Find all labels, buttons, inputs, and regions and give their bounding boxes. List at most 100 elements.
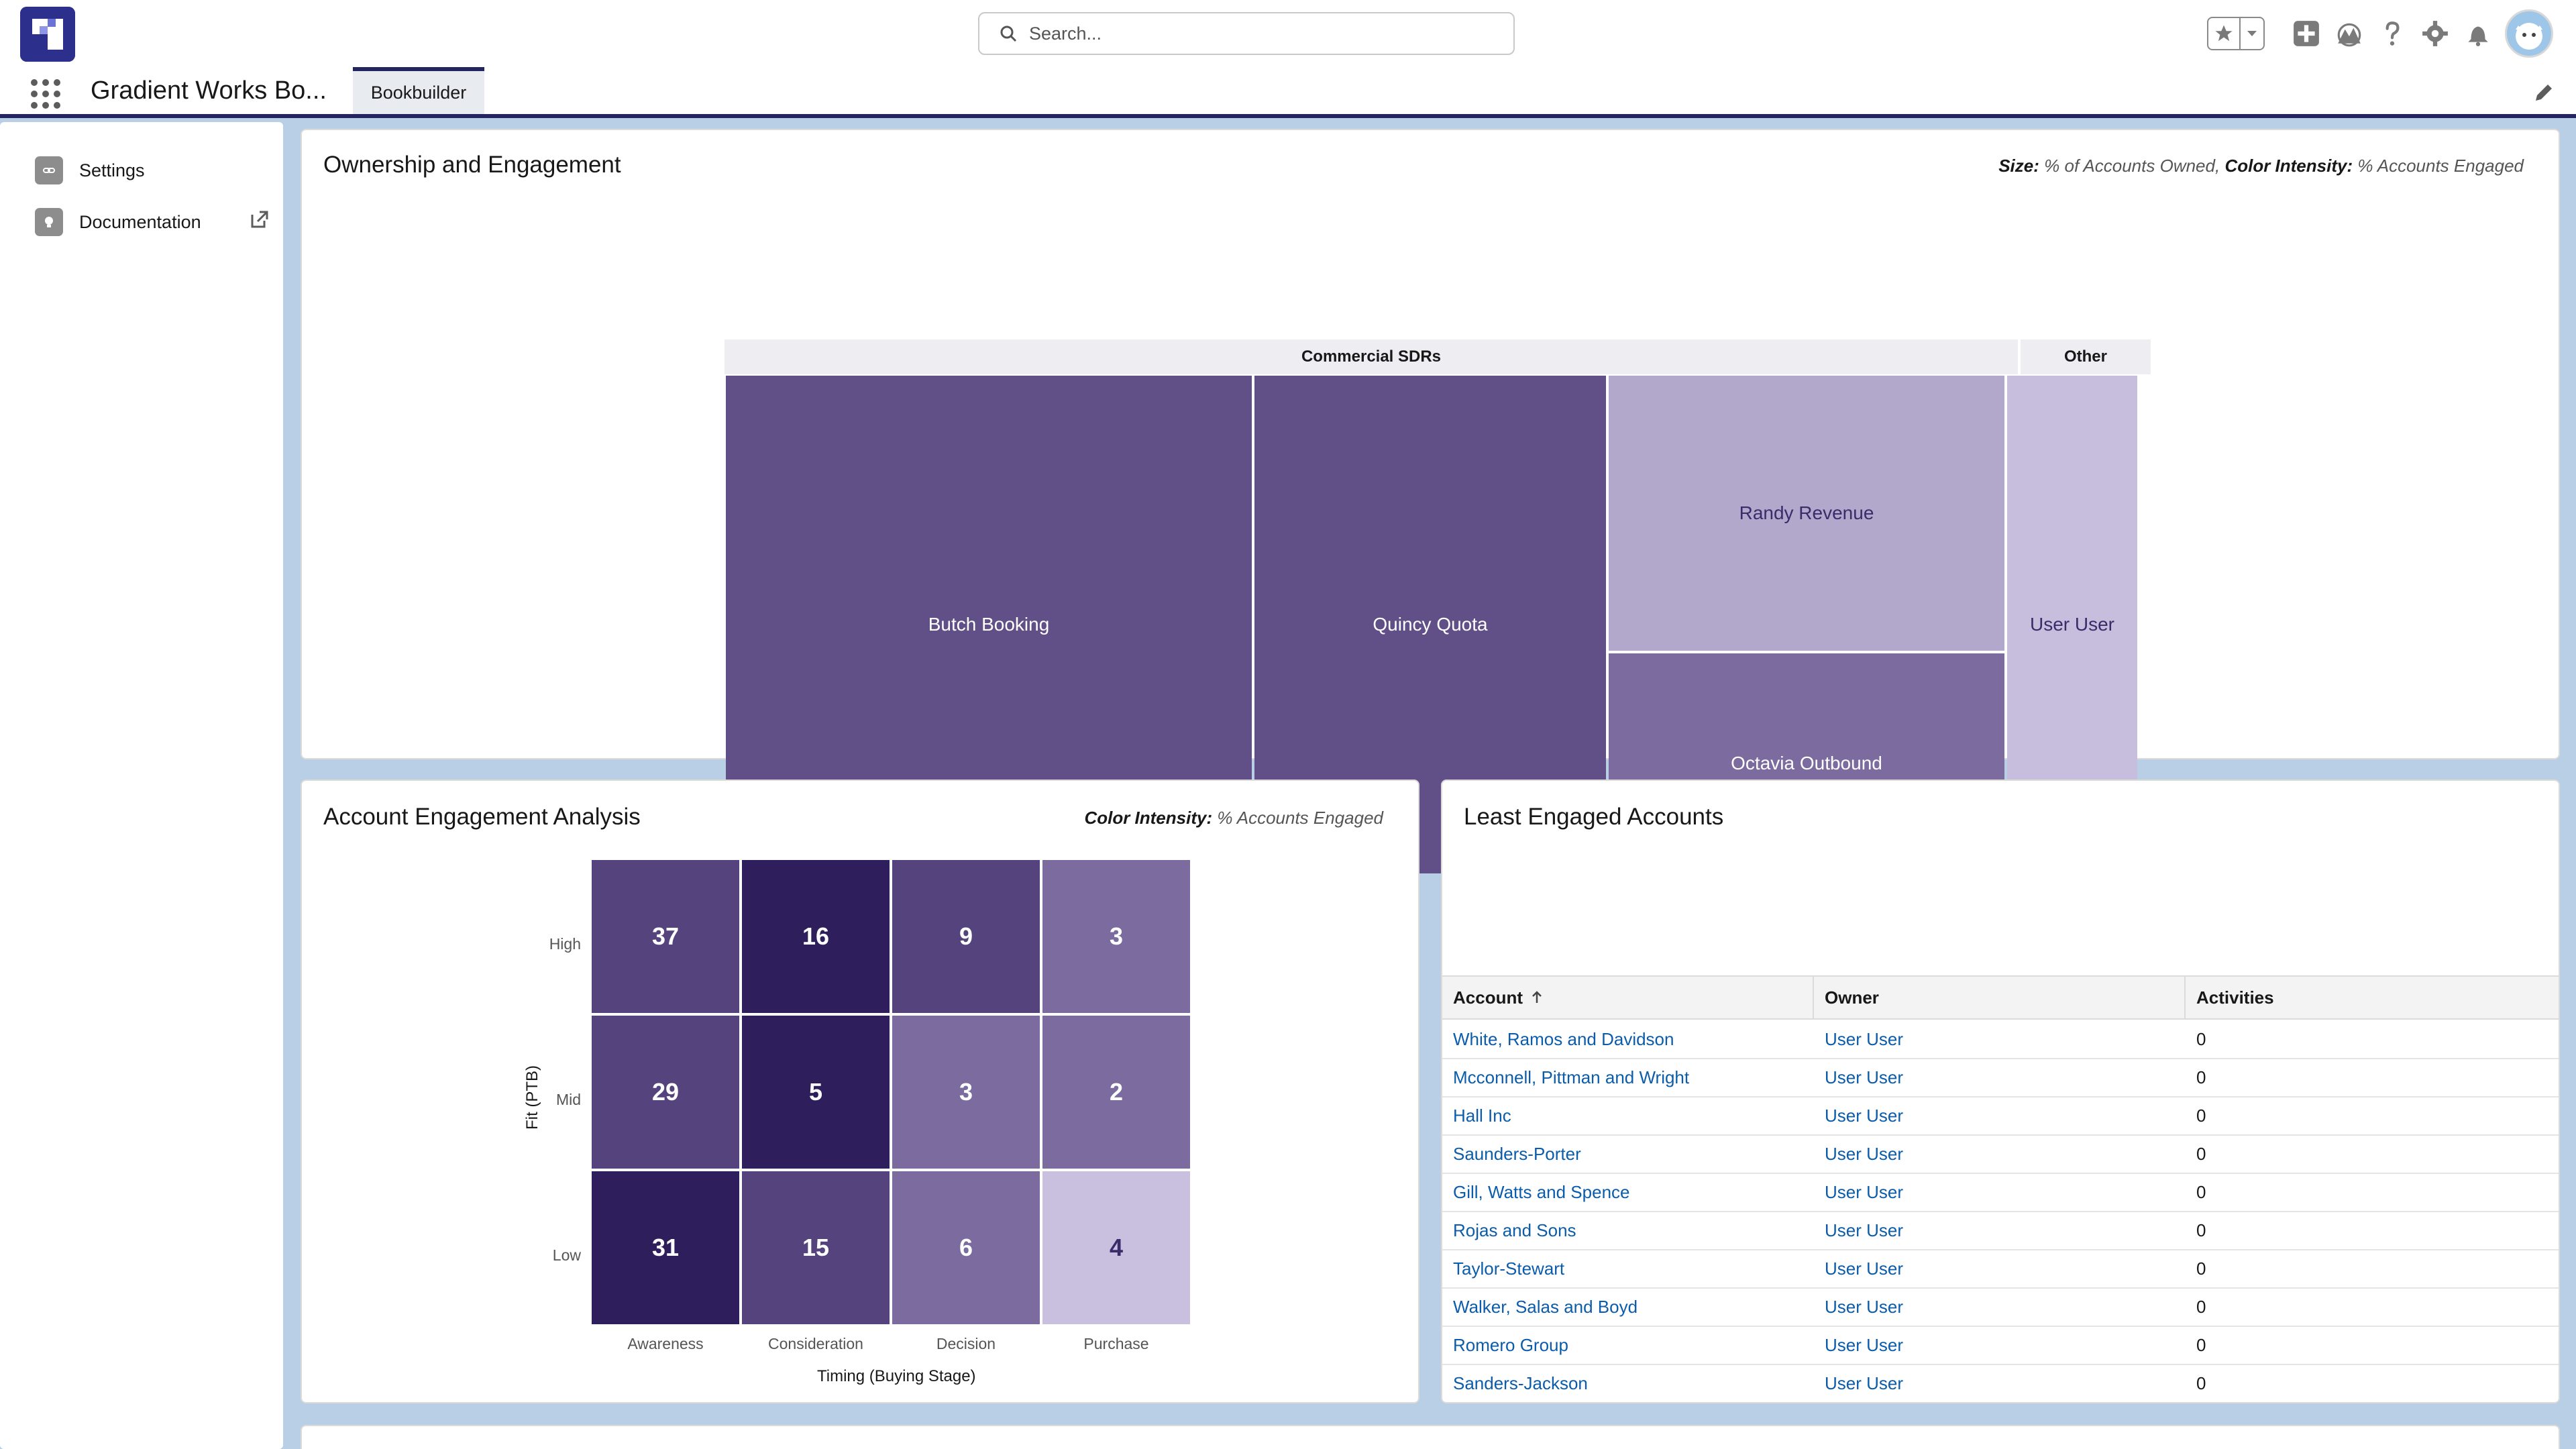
account-engagement-card: Account Engagement Analysis Color Intens… <box>301 780 1419 1403</box>
account-link[interactable]: Taylor-Stewart <box>1453 1258 1565 1279</box>
pencil-icon[interactable] <box>2532 82 2555 105</box>
card-title: Account Engagement Analysis <box>323 804 641 830</box>
note-size-val: % of Accounts Owned, <box>2044 156 2220 176</box>
chevron-down-icon[interactable] <box>2241 18 2263 49</box>
app-nav-bar: Gradient Works Bo... Bookbuilder <box>0 67 2576 118</box>
add-icon[interactable] <box>2285 12 2328 55</box>
least-engaged-card: Least Engaged Accounts Account Owner Act… <box>1441 780 2560 1403</box>
heatmap-row-label: Mid <box>555 1091 581 1108</box>
table-row: Hall Inc User User 0 <box>1442 1097 2559 1136</box>
table-header: Account Owner Activities <box>1442 975 2559 1020</box>
heatmap-cell[interactable]: 15 <box>742 1171 890 1324</box>
sidebar-item-settings[interactable]: Settings <box>35 154 145 186</box>
heatmap-cell[interactable]: 2 <box>1042 1016 1190 1169</box>
owner-link[interactable]: User User <box>1825 1067 1904 1087</box>
heatmap-cell[interactable]: 3 <box>1042 860 1190 1013</box>
activities-cell: 0 <box>2196 1373 2206 1393</box>
activities-cell: 0 <box>2196 1144 2206 1164</box>
heatmap-cell[interactable]: 29 <box>592 1016 739 1169</box>
account-link[interactable]: Mcconnell, Pittman and Wright <box>1453 1067 1690 1087</box>
heatmap-row-label: Low <box>552 1246 581 1264</box>
card-title: Least Engaged Accounts <box>1464 804 1724 830</box>
table-row: White, Ramos and Davidson User User 0 <box>1442 1021 2559 1059</box>
gear-icon[interactable] <box>2414 12 2457 55</box>
account-link[interactable]: Gill, Watts and Spence <box>1453 1182 1630 1202</box>
note-size-key: Size: <box>1998 156 2039 176</box>
heatmap-cell[interactable]: 16 <box>742 860 890 1013</box>
tab-bookbuilder[interactable]: Bookbuilder <box>353 67 484 114</box>
account-link[interactable]: Sanders-Jackson <box>1453 1373 1588 1393</box>
column-header-owner[interactable]: Owner <box>1814 977 2186 1018</box>
owner-link[interactable]: User User <box>1825 1029 1904 1049</box>
sidebar-item-documentation[interactable]: Documentation <box>35 206 201 238</box>
heatmap-cell[interactable]: 37 <box>592 860 739 1013</box>
account-link[interactable]: Hall Inc <box>1453 1106 1511 1126</box>
app-logo[interactable] <box>20 7 75 62</box>
ownership-engagement-card: Ownership and Engagement Size: % of Acco… <box>301 129 2560 873</box>
account-link[interactable]: White, Ramos and Davidson <box>1453 1029 1674 1049</box>
card-legend-note: Size: % of Accounts Owned, Color Intensi… <box>1998 156 2524 176</box>
owner-link[interactable]: User User <box>1825 1182 1904 1202</box>
app-launcher-icon[interactable] <box>31 79 60 109</box>
sidebar-item-label: Documentation <box>79 211 201 232</box>
note-color-val: % Accounts Engaged <box>1217 808 1383 828</box>
heatmap-cell[interactable]: 3 <box>892 1016 1040 1169</box>
owner-link[interactable]: User User <box>1825 1258 1904 1279</box>
search-input[interactable] <box>1029 23 1499 44</box>
bell-icon[interactable] <box>2457 12 2500 55</box>
header-utility-icons <box>2207 9 2553 58</box>
owner-link[interactable]: User User <box>1825 1106 1904 1126</box>
activities-cell: 0 <box>2196 1258 2206 1279</box>
heatmap-x-axis-label: Timing (Buying Stage) <box>817 1367 976 1385</box>
note-color-key: Color Intensity: <box>1084 808 1213 828</box>
card-legend-note: Color Intensity: % Accounts Engaged <box>1084 808 1383 828</box>
column-header-label: Account <box>1453 987 1523 1008</box>
table-row: Taylor-Stewart User User 0 <box>1442 1250 2559 1289</box>
search-icon <box>1000 25 1017 42</box>
account-link[interactable]: Rojas and Sons <box>1453 1220 1576 1240</box>
column-header-activities[interactable]: Activities <box>2186 977 2559 1018</box>
heatmap-cell[interactable]: 9 <box>892 860 1040 1013</box>
sidebar-item-label: Settings <box>79 160 145 180</box>
heatmap-row-label: High <box>549 935 581 953</box>
note-color-val: % Accounts Engaged <box>2357 156 2524 176</box>
activities-cell: 0 <box>2196 1067 2206 1087</box>
lightbulb-icon <box>35 208 63 236</box>
arrow-up-icon <box>1532 991 1542 1003</box>
owner-link[interactable]: User User <box>1825 1297 1904 1317</box>
card-title: Ownership and Engagement <box>323 152 621 178</box>
owner-link[interactable]: User User <box>1825 1373 1904 1393</box>
external-link-icon[interactable] <box>250 209 270 229</box>
heatmap-cell[interactable]: 6 <box>892 1171 1040 1324</box>
help-icon[interactable] <box>2371 12 2414 55</box>
trailhead-icon[interactable] <box>2328 12 2371 55</box>
table-row: Mcconnell, Pittman and Wright User User 0 <box>1442 1059 2559 1097</box>
star-icon[interactable] <box>2208 18 2241 49</box>
note-color-key: Color Intensity: <box>2224 156 2353 176</box>
account-link[interactable]: Walker, Salas and Boyd <box>1453 1297 1638 1317</box>
account-link[interactable]: Saunders-Porter <box>1453 1144 1581 1164</box>
heatmap-cell[interactable]: 4 <box>1042 1171 1190 1324</box>
treemap-cell-randy-revenue[interactable]: Randy Revenue <box>1609 376 2004 651</box>
owner-link[interactable]: User User <box>1825 1335 1904 1355</box>
heatmap-cell[interactable]: 5 <box>742 1016 890 1169</box>
global-search[interactable] <box>978 12 1515 55</box>
treemap-group-commercial-sdrs: Commercial SDRs <box>724 339 2018 374</box>
table-row: Rojas and Sons User User 0 <box>1442 1212 2559 1250</box>
activities-cell: 0 <box>2196 1297 2206 1317</box>
column-header-account[interactable]: Account <box>1442 977 1814 1018</box>
table-row: Romero Group User User 0 <box>1442 1327 2559 1365</box>
heatmap-column-label: Purchase <box>1083 1335 1149 1352</box>
activities-cell: 0 <box>2196 1220 2206 1240</box>
table-row: Saunders-Porter User User 0 <box>1442 1136 2559 1174</box>
account-link[interactable]: Romero Group <box>1453 1335 1568 1355</box>
owner-link[interactable]: User User <box>1825 1144 1904 1164</box>
activities-cell: 0 <box>2196 1106 2206 1126</box>
owner-link[interactable]: User User <box>1825 1220 1904 1240</box>
table-row: Walker, Salas and Boyd User User 0 <box>1442 1289 2559 1327</box>
user-avatar[interactable] <box>2505 9 2553 58</box>
activities-cell: 0 <box>2196 1182 2206 1202</box>
bottom-card <box>301 1425 2560 1449</box>
heatmap-cell[interactable]: 31 <box>592 1171 739 1324</box>
activities-cell: 0 <box>2196 1029 2206 1049</box>
